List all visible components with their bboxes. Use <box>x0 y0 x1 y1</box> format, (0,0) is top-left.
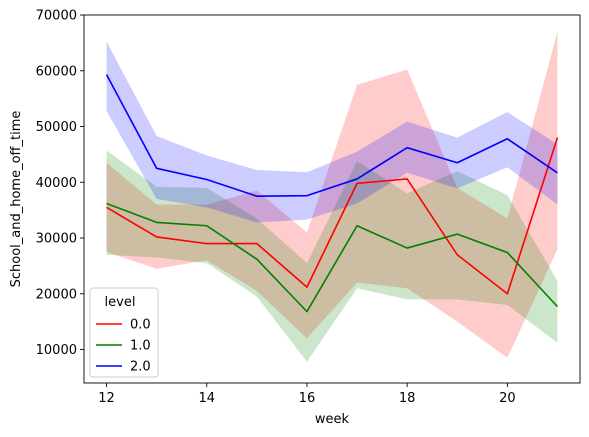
legend: level 0.0 1.0 2.0 <box>89 287 159 378</box>
x-tick-label: 12 <box>98 391 115 406</box>
y-tick-label: 40000 <box>36 176 77 191</box>
plot-frame <box>83 14 581 384</box>
series-line-0.0 <box>106 137 559 295</box>
y-tick-label: 30000 <box>36 232 77 247</box>
ci-band-0.0 <box>106 31 558 358</box>
confidence-bands <box>106 31 558 362</box>
y-tick-label: 10000 <box>36 343 77 358</box>
y-tick-label: 20000 <box>36 287 77 302</box>
x-tick-label: 16 <box>299 391 316 406</box>
y-axis-label: School_and_home_off_time <box>9 111 24 288</box>
x-tick-label: 18 <box>399 391 416 406</box>
legend-items: 0.0 1.0 2.0 <box>96 318 151 375</box>
legend-box <box>89 287 159 378</box>
series-lines <box>105 74 559 313</box>
legend-title: level <box>105 295 136 310</box>
ci-band-2.0 <box>106 41 558 223</box>
y-tick-label: 60000 <box>36 64 77 79</box>
series-line-1.0 <box>106 202 559 313</box>
y-tick-label: 50000 <box>36 120 77 135</box>
y-tick-label: 70000 <box>36 9 77 24</box>
x-tick-label: 14 <box>198 391 215 406</box>
series-line-2.0 <box>105 74 558 198</box>
axes: 12 14 16 18 20 10000 20000 30000 40000 50000 60000… <box>36 9 581 406</box>
ci-band-1.0 <box>106 150 558 362</box>
x-tick-label: 20 <box>499 391 516 406</box>
legend-label-2.0: 2.0 <box>130 360 151 375</box>
legend-label-1.0: 1.0 <box>130 339 151 354</box>
x-axis-label: week <box>315 412 350 427</box>
legend-label-0.0: 0.0 <box>130 318 151 333</box>
